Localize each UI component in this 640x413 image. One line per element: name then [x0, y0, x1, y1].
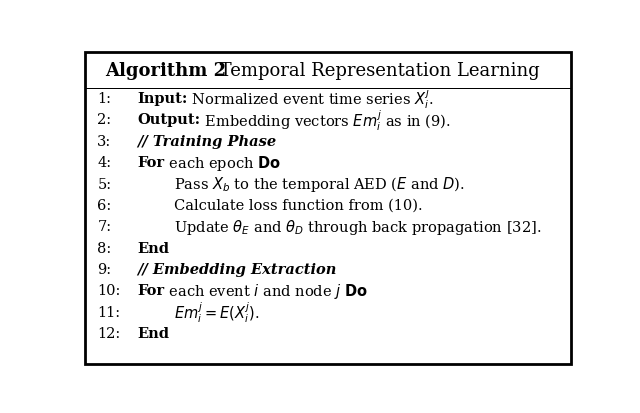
Text: End: End [137, 241, 169, 255]
Text: End: End [137, 326, 169, 340]
Text: For: For [137, 156, 164, 170]
Text: 12:: 12: [97, 326, 120, 340]
Text: Algorithm 2: Algorithm 2 [105, 62, 226, 80]
Text: 5:: 5: [97, 177, 111, 191]
Text: Embedding vectors $Em_i^j$ as in (9).: Embedding vectors $Em_i^j$ as in (9). [200, 108, 451, 133]
Text: Input:: Input: [137, 92, 188, 106]
Text: Calculate loss function from (10).: Calculate loss function from (10). [174, 198, 423, 212]
Text: Normalized event time series $X_i^j$.: Normalized event time series $X_i^j$. [188, 86, 435, 111]
Text: 9:: 9: [97, 262, 111, 276]
Text: each epoch $\mathbf{Do}$: each epoch $\mathbf{Do}$ [164, 153, 281, 172]
Text: 3:: 3: [97, 135, 111, 148]
Text: each event $i$ and node $j$ $\mathbf{Do}$: each event $i$ and node $j$ $\mathbf{Do}… [164, 281, 368, 300]
Text: Update $\theta_E$ and $\theta_D$ through back propagation [32].: Update $\theta_E$ and $\theta_D$ through… [174, 217, 541, 236]
Text: Pass $X_b$ to the temporal AED ($E$ and $D$).: Pass $X_b$ to the temporal AED ($E$ and … [174, 175, 465, 194]
Text: 7:: 7: [97, 220, 111, 234]
Text: Output:: Output: [137, 113, 200, 127]
Text: // Training Phase: // Training Phase [137, 135, 276, 148]
Text: Temporal Representation Learning: Temporal Representation Learning [214, 62, 540, 80]
Text: 2:: 2: [97, 113, 111, 127]
Text: 1:: 1: [97, 92, 111, 106]
Text: 8:: 8: [97, 241, 111, 255]
Text: 10:: 10: [97, 284, 121, 298]
Text: 4:: 4: [97, 156, 111, 170]
Text: For: For [137, 284, 164, 298]
Text: // Embedding Extraction: // Embedding Extraction [137, 262, 337, 276]
Text: $Em_i^j = E(X_i^j)$.: $Em_i^j = E(X_i^j)$. [174, 299, 260, 324]
FancyBboxPatch shape [85, 53, 571, 364]
Text: 11:: 11: [97, 305, 120, 319]
Text: 6:: 6: [97, 198, 111, 212]
